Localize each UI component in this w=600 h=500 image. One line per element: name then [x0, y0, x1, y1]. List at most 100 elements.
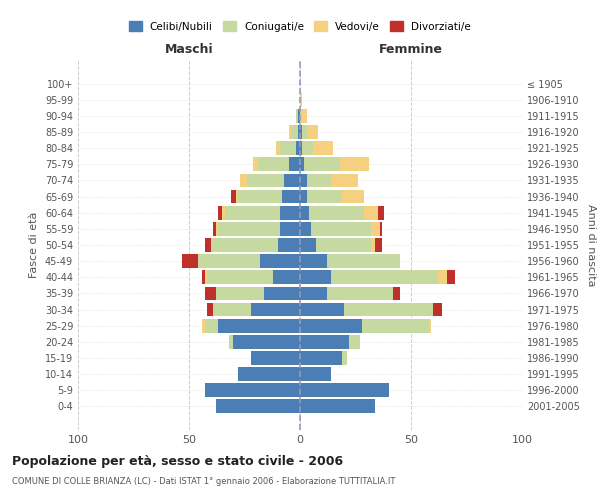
- Bar: [300, 254, 326, 268]
- Bar: [331, 270, 437, 284]
- Bar: [205, 238, 211, 252]
- Bar: [344, 302, 433, 316]
- Bar: [326, 286, 393, 300]
- Bar: [205, 270, 207, 284]
- Bar: [378, 206, 385, 220]
- Bar: [300, 158, 304, 171]
- Bar: [433, 302, 442, 316]
- Bar: [300, 190, 307, 203]
- Bar: [307, 174, 331, 188]
- Bar: [218, 222, 280, 235]
- Bar: [446, 270, 455, 284]
- Bar: [300, 270, 331, 284]
- Bar: [215, 222, 218, 235]
- Bar: [251, 351, 300, 365]
- Bar: [302, 109, 307, 123]
- Text: Popolazione per età, sesso e stato civile - 2006: Popolazione per età, sesso e stato civil…: [12, 455, 343, 468]
- Bar: [253, 158, 258, 171]
- Bar: [342, 351, 347, 365]
- Legend: Celibi/Nubili, Coniugati/e, Vedovi/e, Divorziati/e: Celibi/Nubili, Coniugati/e, Vedovi/e, Di…: [125, 17, 475, 36]
- Text: COMUNE DI COLLE BRIANZA (LC) - Dati ISTAT 1° gennaio 2006 - Elaborazione TUTTITA: COMUNE DI COLLE BRIANZA (LC) - Dati ISTA…: [12, 478, 395, 486]
- Bar: [302, 142, 313, 155]
- Bar: [218, 206, 223, 220]
- Y-axis label: Fasce di età: Fasce di età: [29, 212, 39, 278]
- Bar: [300, 302, 344, 316]
- Bar: [224, 206, 280, 220]
- Bar: [304, 158, 340, 171]
- Bar: [300, 367, 331, 381]
- Bar: [238, 367, 300, 381]
- Bar: [362, 319, 429, 332]
- Bar: [274, 270, 300, 284]
- Bar: [300, 335, 349, 348]
- Bar: [207, 302, 214, 316]
- Bar: [231, 190, 236, 203]
- Bar: [258, 158, 289, 171]
- Bar: [349, 335, 360, 348]
- Bar: [300, 319, 362, 332]
- Bar: [247, 174, 284, 188]
- Bar: [233, 335, 300, 348]
- Bar: [371, 222, 380, 235]
- Bar: [215, 400, 300, 413]
- Bar: [300, 142, 302, 155]
- Bar: [376, 238, 382, 252]
- Bar: [260, 254, 300, 268]
- Bar: [371, 238, 376, 252]
- Bar: [280, 222, 300, 235]
- Bar: [300, 174, 307, 188]
- Bar: [298, 125, 300, 139]
- Bar: [218, 319, 300, 332]
- Bar: [307, 190, 342, 203]
- Text: Femmine: Femmine: [379, 43, 443, 56]
- Bar: [229, 335, 233, 348]
- Bar: [198, 254, 260, 268]
- Bar: [278, 238, 300, 252]
- Bar: [280, 142, 296, 155]
- Bar: [282, 190, 300, 203]
- Bar: [211, 238, 278, 252]
- Bar: [326, 254, 400, 268]
- Bar: [313, 142, 334, 155]
- Bar: [215, 286, 265, 300]
- Bar: [311, 222, 371, 235]
- Bar: [236, 190, 238, 203]
- Bar: [429, 319, 431, 332]
- Bar: [205, 384, 300, 397]
- Bar: [238, 190, 282, 203]
- Bar: [393, 286, 400, 300]
- Bar: [291, 125, 298, 139]
- Y-axis label: Anni di nascita: Anni di nascita: [586, 204, 596, 286]
- Bar: [289, 125, 291, 139]
- Bar: [340, 158, 369, 171]
- Bar: [251, 302, 300, 316]
- Bar: [307, 125, 318, 139]
- Bar: [207, 270, 274, 284]
- Bar: [240, 174, 247, 188]
- Bar: [298, 109, 300, 123]
- Bar: [265, 286, 300, 300]
- Bar: [300, 400, 376, 413]
- Bar: [300, 93, 302, 106]
- Bar: [331, 174, 358, 188]
- Bar: [300, 351, 342, 365]
- Bar: [437, 270, 446, 284]
- Bar: [300, 206, 309, 220]
- Bar: [202, 319, 205, 332]
- Text: Maschi: Maschi: [164, 43, 214, 56]
- Bar: [300, 109, 302, 123]
- Bar: [284, 174, 300, 188]
- Bar: [300, 286, 326, 300]
- Bar: [202, 270, 205, 284]
- Bar: [214, 222, 215, 235]
- Bar: [296, 109, 298, 123]
- Bar: [316, 238, 371, 252]
- Bar: [214, 302, 251, 316]
- Bar: [342, 190, 364, 203]
- Bar: [182, 254, 198, 268]
- Bar: [222, 206, 224, 220]
- Bar: [300, 125, 302, 139]
- Bar: [309, 206, 364, 220]
- Bar: [300, 384, 389, 397]
- Bar: [205, 286, 215, 300]
